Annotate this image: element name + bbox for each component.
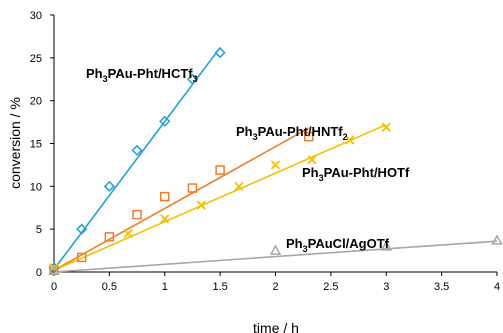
x-tick-label: 2 <box>272 281 278 293</box>
x-axis-title: time / h <box>253 320 299 333</box>
data-point-series-3 <box>160 214 170 224</box>
series-label-part: 3 <box>193 74 198 84</box>
y-tick-label: 10 <box>30 181 42 193</box>
x-tick-label: 1.5 <box>212 281 227 293</box>
series-label-part: Ph <box>302 165 319 180</box>
data-point-series-2 <box>160 191 170 202</box>
x-tick-label: 0.5 <box>102 281 117 293</box>
fit-line-series-4 <box>53 240 498 273</box>
y-tick-label: 5 <box>36 224 42 236</box>
series-label-1: Ph3PAu-Pht/HCTf3 <box>86 66 198 84</box>
data-point-series-2 <box>215 165 225 175</box>
series-label-part: PAu-Pht/HNTf <box>258 124 344 139</box>
x-tick-label: 3 <box>383 281 389 293</box>
fit-line-series-3 <box>53 123 387 272</box>
y-tick-label: 20 <box>30 96 42 108</box>
data-point-series-4 <box>48 264 60 275</box>
data-markers <box>48 47 503 276</box>
data-point-series-4 <box>269 244 282 255</box>
data-point-series-2 <box>303 131 314 142</box>
series-label-part: 3 <box>303 244 308 254</box>
x-ticks: 0 0.5 1 1.5 2 2.5 3 3.5 4 <box>51 272 500 293</box>
series-label-4: Ph3PAuCl/AgOTf <box>286 236 390 254</box>
y-tick-label: 0 <box>36 267 42 279</box>
data-point-series-2 <box>104 232 115 242</box>
data-point-series-2 <box>76 252 87 263</box>
series-label-part: 2 <box>343 132 348 142</box>
data-point-series-3 <box>381 122 391 132</box>
data-point-series-1 <box>214 47 226 59</box>
series-labels: Ph3PAu-Pht/HCTf3Ph3PAu-Pht/HNTf2Ph3PAu-P… <box>86 66 410 254</box>
series-label-part: Ph <box>86 66 103 81</box>
data-point-series-1 <box>76 223 88 235</box>
data-point-series-4 <box>380 240 393 251</box>
series-label-part: PAu-Pht/HCTf <box>108 66 194 81</box>
data-point-series-1 <box>131 144 143 156</box>
series-label-part: 3 <box>319 173 324 183</box>
y-tick-label: 25 <box>30 53 42 65</box>
data-point-series-3 <box>307 155 317 165</box>
data-point-series-2 <box>132 209 142 220</box>
x-tick-label: 2.5 <box>323 281 338 293</box>
data-point-series-3 <box>196 200 206 210</box>
data-point-series-4 <box>491 234 503 245</box>
data-point-series-3 <box>123 228 133 239</box>
x-tick-label: 0 <box>51 281 57 293</box>
data-point-series-3 <box>234 181 244 191</box>
data-point-series-1 <box>159 115 171 127</box>
fit-line-series-2 <box>53 127 310 271</box>
series-label-part: PAu-Pht/HOTf <box>324 165 410 180</box>
fit-lines <box>53 47 498 273</box>
y-tick-label: 15 <box>30 139 42 151</box>
series-label-part: Ph <box>236 124 253 139</box>
series-label-part: Ph <box>286 236 303 251</box>
data-point-series-1 <box>186 73 198 85</box>
series-label-part: 3 <box>253 132 258 142</box>
series-label-3: Ph3PAu-Pht/HOTf <box>302 165 410 183</box>
series-label-part: PAuCl/AgOTf <box>308 236 390 251</box>
data-point-series-3 <box>270 160 281 170</box>
y-axis-title: conversion / % <box>7 97 23 189</box>
x-tick-label: 3.5 <box>434 281 449 293</box>
data-point-series-3 <box>345 135 355 145</box>
data-point-series-2 <box>187 183 198 193</box>
x-tick-label: 1 <box>162 281 168 293</box>
data-point-series-1 <box>103 180 115 192</box>
x-tick-label: 4 <box>494 281 500 293</box>
y-tick-label: 30 <box>30 10 42 22</box>
series-label-2: Ph3PAu-Pht/HNTf2 <box>236 124 348 142</box>
y-ticks: 0 5 10 15 20 25 30 <box>30 10 54 279</box>
series-label-part: 3 <box>103 74 108 84</box>
